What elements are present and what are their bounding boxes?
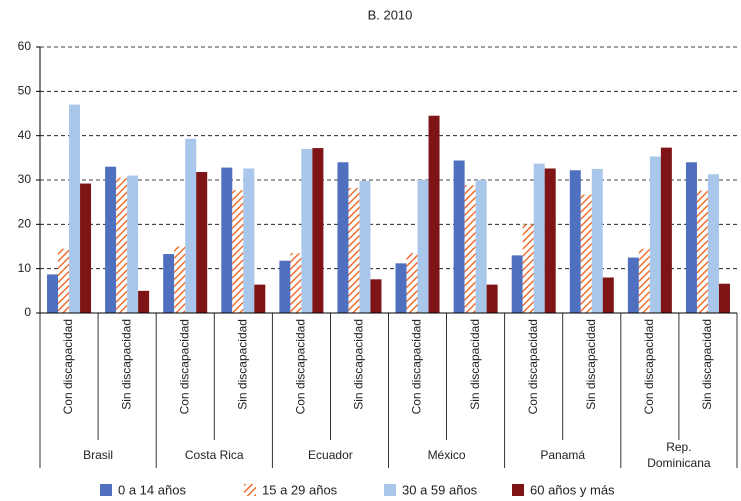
bar — [290, 253, 302, 313]
bar — [337, 162, 349, 313]
legend-swatch — [384, 484, 396, 496]
bar — [312, 148, 324, 313]
bar — [660, 147, 672, 313]
bar — [569, 170, 581, 313]
bar — [348, 187, 360, 313]
bar — [627, 257, 639, 313]
bar — [174, 246, 186, 313]
bar — [232, 190, 244, 313]
x-tick-label: Con discapacidad — [526, 319, 540, 414]
x-tick-label: Con discapacidad — [61, 319, 75, 414]
bar — [453, 160, 465, 313]
bar — [80, 183, 92, 313]
bar — [602, 277, 614, 313]
bar — [221, 167, 233, 313]
x-tick-label: Sin discapacidad — [468, 319, 482, 410]
bar — [428, 115, 440, 313]
bar — [580, 194, 592, 313]
x-tick-label: Sin discapacidad — [119, 319, 133, 410]
bar — [243, 168, 255, 313]
bar — [279, 260, 291, 313]
x-tick-label: Sin discapacidad — [584, 319, 598, 410]
x-tick-label: Con discapacidad — [642, 319, 656, 414]
legend-label: 15 a 29 años — [262, 482, 338, 497]
bar — [511, 255, 523, 313]
chart-title: B. 2010 — [368, 7, 413, 22]
x-tick-label: Con discapacidad — [410, 319, 424, 414]
group-label: Ecuador — [308, 448, 353, 462]
bar — [475, 180, 487, 313]
bar — [417, 180, 429, 313]
bar — [370, 279, 382, 313]
bar — [718, 283, 730, 313]
bar — [127, 175, 139, 313]
group-label: México — [427, 448, 466, 462]
x-tick-label: Sin discapacidad — [235, 319, 249, 410]
bar — [185, 138, 197, 313]
bar — [406, 253, 418, 313]
bar — [359, 180, 371, 313]
group-label: Costa Rica — [184, 448, 244, 462]
bar — [196, 172, 208, 313]
x-tick-label: Sin discapacidad — [352, 319, 366, 410]
bar — [105, 166, 117, 313]
bar — [395, 263, 407, 313]
y-tick-label: 20 — [18, 217, 32, 231]
legend-label: 30 a 59 años — [402, 482, 478, 497]
y-tick-label: 10 — [18, 261, 32, 275]
bar — [69, 104, 81, 313]
bar — [685, 162, 697, 313]
bar — [486, 284, 498, 313]
x-tick-label: Con discapacidad — [294, 319, 308, 414]
bar — [591, 168, 603, 313]
bar — [464, 185, 476, 313]
bar — [638, 248, 650, 313]
group-label: Rep. Dominicana — [647, 440, 711, 470]
legend-swatch — [100, 484, 112, 496]
x-tick-label: Con discapacidad — [177, 319, 191, 414]
legend-label: 60 años y más — [530, 482, 615, 497]
bar — [649, 156, 661, 313]
legend-label: 0 a 14 años — [118, 482, 186, 497]
y-tick-label: 0 — [24, 305, 31, 319]
y-tick-label: 40 — [18, 128, 32, 142]
bar — [533, 163, 545, 313]
bar — [301, 148, 313, 313]
legend-swatch — [244, 484, 256, 496]
group-label: Brasil — [83, 448, 114, 462]
group-label: Panamá — [540, 448, 586, 462]
bar — [163, 254, 175, 313]
bar — [522, 224, 534, 313]
x-tick-label: Sin discapacidad — [700, 319, 714, 410]
bar — [138, 290, 150, 313]
y-tick-label: 30 — [18, 172, 32, 186]
y-tick-label: 60 — [18, 39, 32, 53]
bar — [254, 284, 266, 313]
legend-swatch — [512, 484, 524, 496]
bar — [47, 274, 59, 313]
bar — [696, 190, 708, 313]
y-tick-label: 50 — [18, 84, 32, 98]
bar — [544, 168, 556, 313]
bar — [116, 177, 128, 313]
bar — [58, 248, 70, 313]
bar — [707, 174, 719, 313]
